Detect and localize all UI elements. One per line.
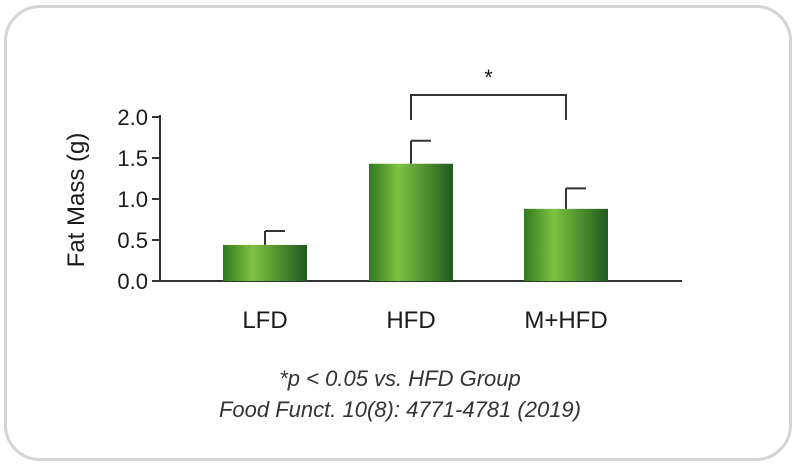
significance-star: * <box>484 65 493 90</box>
bars <box>223 163 608 281</box>
significance-note: *p < 0.05 vs. HFD Group <box>279 366 521 391</box>
bar-m-hfd <box>524 208 608 281</box>
y-tick-label: 0.0 <box>117 269 148 294</box>
x-category-label: M+HFD <box>524 307 607 334</box>
x-category-label: LFD <box>242 307 287 334</box>
y-tick-label: 2.0 <box>117 105 148 130</box>
y-tick-label: 1.5 <box>117 146 148 171</box>
bar-lfd <box>223 244 307 281</box>
x-category-label: HFD <box>386 307 435 334</box>
y-axis-title: Fat Mass (g) <box>63 133 90 268</box>
significance-line <box>410 94 567 120</box>
error-bars <box>264 139 586 245</box>
bar-hfd <box>369 163 453 281</box>
y-tick-label: 1.0 <box>117 187 148 212</box>
x-categories: LFD HFD M+HFD <box>242 307 607 334</box>
y-ticks: 0.0 0.5 1.0 1.5 2.0 <box>117 105 160 294</box>
significance-bracket: * <box>410 65 567 120</box>
citation: Food Funct. 10(8): 4771-4781 (2019) <box>218 397 581 422</box>
y-tick-label: 0.5 <box>117 228 148 253</box>
